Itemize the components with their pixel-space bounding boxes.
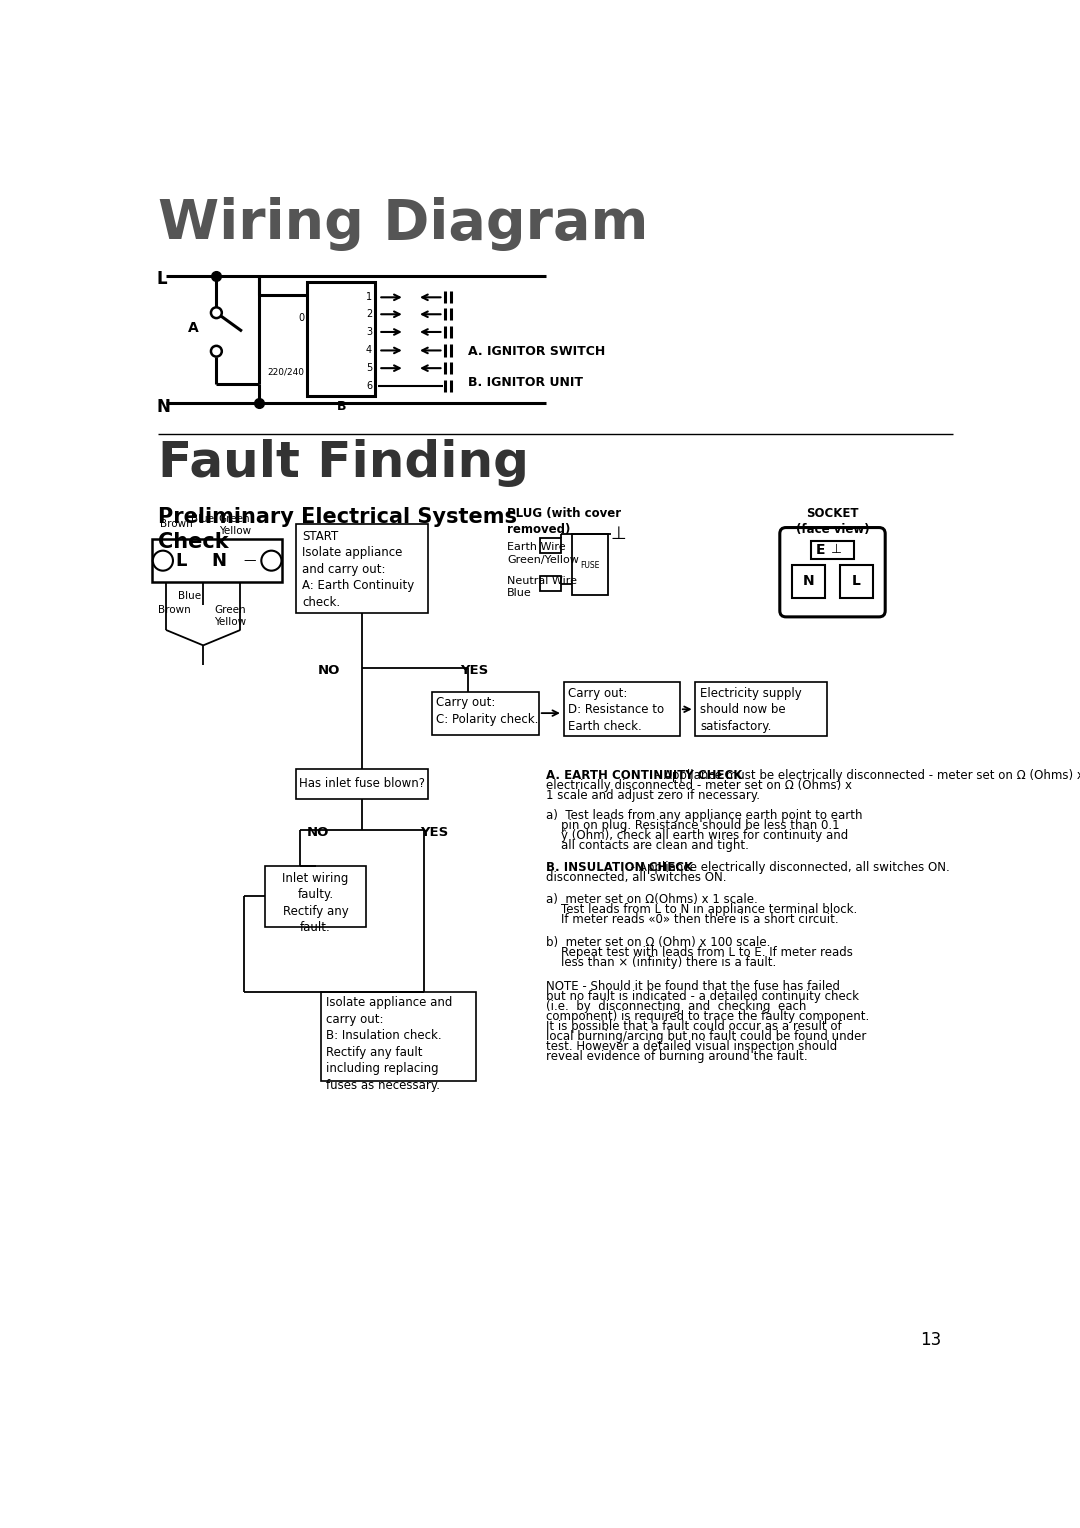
Bar [696,683,827,736]
Text: Isolate appliance and
carry out:
B: Insulation check.
Rectify any fault
includin: Isolate appliance and carry out: B: Insu… [326,996,453,1093]
Text: b)  meter set on Ω (Ohm) x 100 scale.: b) meter set on Ω (Ohm) x 100 scale. [545,935,770,949]
Bar [321,992,476,1082]
Text: N: N [157,399,171,416]
Text: If meter reads «0» then there is a short circuit.: If meter reads «0» then there is a short… [545,912,838,926]
Text: Brown: Brown [160,520,192,529]
Circle shape [153,550,173,570]
Bar [266,865,366,927]
Text: test. However a detailed visual inspection should: test. However a detailed visual inspecti… [545,1041,837,1053]
Bar [572,535,608,594]
Text: Inlet wiring
faulty.
Rectify any
fault.: Inlet wiring faulty. Rectify any fault. [282,872,349,934]
Text: Repeat test with leads from L to E. If meter reads: Repeat test with leads from L to E. If m… [545,946,852,958]
Text: A. EARTH CONTINUITY CHECK: A. EARTH CONTINUITY CHECK [545,769,742,781]
Text: Brown: Brown [159,605,191,616]
Text: N: N [212,552,226,570]
Text: 1: 1 [366,292,373,303]
Text: B: B [336,400,346,414]
Circle shape [211,345,221,356]
Text: L: L [852,575,861,588]
Text: Green
Yellow: Green Yellow [214,605,246,626]
Text: - Appliance must be electrically disconnected - meter set on Ω (Ohms) x 1 scale : - Appliance must be electrically disconn… [652,769,1080,781]
Text: 1 scale and adjust zero if necessary.: 1 scale and adjust zero if necessary. [545,788,759,802]
Text: disconnected, all switches ON.: disconnected, all switches ON. [545,871,726,885]
Text: —: — [243,555,256,567]
Circle shape [261,550,282,570]
Text: local burning/arcing but no fault could be found under: local burning/arcing but no fault could … [545,1030,866,1044]
Text: electrically disconnected - meter set on Ω (Ohms) x: electrically disconnected - meter set on… [545,779,852,792]
Text: but no fault is indicated - a detailed continuity check: but no fault is indicated - a detailed c… [545,990,859,1004]
Text: It is possible that a fault could occur as a result of: It is possible that a fault could occur … [545,1021,841,1033]
Bar [540,538,562,553]
Bar [793,565,825,597]
Bar [840,565,873,597]
Text: 6: 6 [366,380,373,391]
Text: START
Isolate appliance
and carry out:
A: Earth Continuity
check.: START Isolate appliance and carry out: A… [302,530,415,608]
Text: Preliminary Electrical Systems
Check: Preliminary Electrical Systems Check [159,507,517,552]
Text: ŷ (Ohm), check all earth wires for continuity and: ŷ (Ohm), check all earth wires for conti… [545,828,848,842]
Text: component) is required to trace the faulty component.: component) is required to trace the faul… [545,1010,869,1024]
Text: L: L [176,552,187,570]
Text: less than × (infinity) there is a fault.: less than × (infinity) there is a fault. [545,955,777,969]
Bar [811,541,854,559]
Text: pin on plug. Resistance should be less than 0.1: pin on plug. Resistance should be less t… [545,819,839,831]
Text: B. INSULATION CHECK: B. INSULATION CHECK [545,860,693,874]
Text: N: N [802,575,814,588]
Text: ⊥: ⊥ [831,544,841,556]
Text: Has inlet fuse blown?: Has inlet fuse blown? [299,778,426,790]
Text: Blue: Blue [177,591,201,602]
Bar [432,692,539,735]
Text: Electricity supply
should now be
satisfactory.: Electricity supply should now be satisfa… [700,688,801,733]
Text: all contacts are clean and tight.: all contacts are clean and tight. [545,839,748,851]
Text: (i.e.  by  disconnecting  and  checking  each: (i.e. by disconnecting and checking each [545,1001,806,1013]
Text: a)  meter set on Ω(Ohms) x 1 scale.: a) meter set on Ω(Ohms) x 1 scale. [545,892,757,906]
Text: Carry out:
C: Polarity check.: Carry out: C: Polarity check. [436,697,539,726]
Text: 4: 4 [366,345,373,356]
Text: reveal evidence of burning around the fault.: reveal evidence of burning around the fa… [545,1050,808,1063]
Text: Test leads from L to N in appliance terminal block.: Test leads from L to N in appliance term… [545,903,858,915]
Bar [296,769,428,799]
Text: 2: 2 [366,309,373,319]
Text: 5: 5 [366,364,373,373]
Bar [540,576,562,591]
Text: 0: 0 [298,313,305,322]
Text: 3: 3 [366,327,373,338]
Text: A: A [188,321,199,335]
Text: Carry out:
D: Resistance to
Earth check.: Carry out: D: Resistance to Earth check. [568,688,664,733]
Text: A. IGNITOR SWITCH: A. IGNITOR SWITCH [469,345,606,358]
Text: NO: NO [307,825,328,839]
Bar [152,539,282,582]
Text: SOCKET
(face view): SOCKET (face view) [796,507,869,536]
Bar [296,524,428,613]
Text: Neutral Wire
Blue: Neutral Wire Blue [507,576,577,599]
Text: 13: 13 [920,1331,941,1349]
Bar [307,283,375,396]
Text: FUSE: FUSE [580,561,599,570]
Text: Blue: Blue [191,515,214,524]
Circle shape [211,307,221,318]
Text: YES: YES [460,663,489,677]
Text: YES: YES [420,825,448,839]
Text: B. IGNITOR UNIT: B. IGNITOR UNIT [469,376,583,388]
Text: Fault Finding: Fault Finding [159,439,529,487]
Bar [564,683,679,736]
Text: Earth Wire
Green/Yellow: Earth Wire Green/Yellow [507,542,579,564]
Text: Green
Yellow: Green Yellow [218,515,251,536]
Text: NO: NO [318,663,340,677]
Text: a)  Test leads from any appliance earth point to earth: a) Test leads from any appliance earth p… [545,808,862,822]
Text: L: L [157,269,167,287]
Text: - Appliance electrically disconnected, all switches ON.: - Appliance electrically disconnected, a… [626,860,949,874]
Text: NOTE - Should it be found that the fuse has failed: NOTE - Should it be found that the fuse … [545,981,840,993]
Text: ⊥: ⊥ [611,524,626,542]
FancyBboxPatch shape [780,527,886,617]
Text: Wiring Diagram: Wiring Diagram [159,197,649,251]
Text: PLUG (with cover
removed): PLUG (with cover removed) [507,507,621,536]
Text: E: E [815,542,825,556]
Text: 220/240: 220/240 [268,368,305,376]
